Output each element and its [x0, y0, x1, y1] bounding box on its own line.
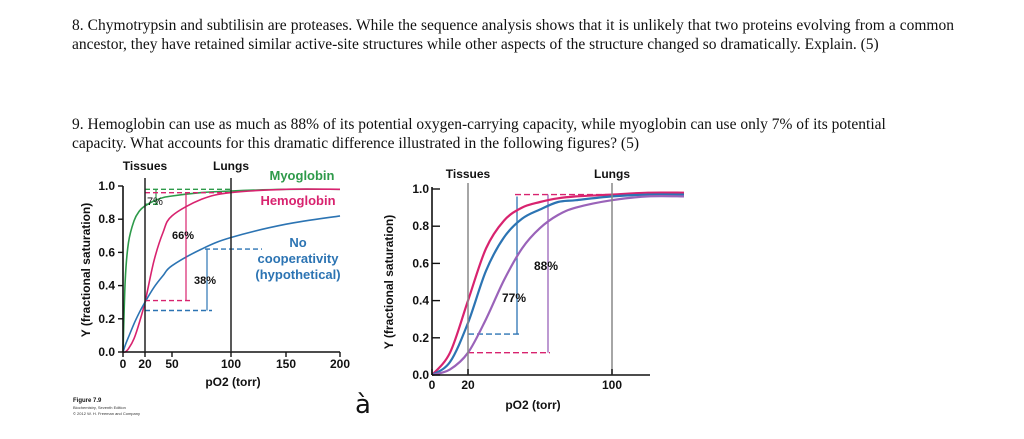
nocoop-label-3: (hypothetical) — [255, 267, 340, 282]
a-grave-glyph: à — [355, 390, 371, 420]
left-y-tick-label: 0.0 — [98, 345, 115, 359]
left-y-label: Y (fractional saturation) — [79, 203, 93, 337]
left-x-tick-label: 50 — [165, 357, 179, 371]
left-y-tick-label: 0.2 — [98, 312, 115, 326]
question-8: 8. Chymotrypsin and subtilisin are prote… — [72, 17, 954, 53]
right-y-tick-label: 0.6 — [412, 256, 429, 270]
right-curve-purple — [431, 195, 685, 377]
left-y-tick-label: 0.8 — [98, 212, 115, 226]
left-x-tick-label: 20 — [138, 357, 152, 371]
left-y-tick-label: 0.6 — [98, 245, 115, 259]
right-lungs-label: Lungs — [594, 167, 630, 181]
right-x-tick-label: 100 — [602, 378, 622, 392]
question-9: 9. Hemoglobin can use as much as 88% of … — [72, 116, 886, 152]
right-y-tick-label: 0.2 — [412, 331, 429, 345]
left-x-tick-label: 0 — [120, 357, 127, 371]
left-x-tick-label: 100 — [221, 357, 241, 371]
right-guides — [468, 193, 612, 354]
right-y-tick-label: 0.8 — [412, 219, 429, 233]
left-x-tick-label: 200 — [330, 357, 350, 371]
myoglobin-label: Myoglobin — [270, 168, 335, 183]
right-curves — [431, 191, 685, 377]
figure-left: 1.0 0.8 0.6 0.4 0.2 0.0 0 20 50 100 150 200 Tissues… — [73, 159, 350, 416]
pct-88-label: 88% — [534, 259, 558, 273]
figure-right: 1.0 0.8 0.6 0.4 0.2 0.00 20 100 Tissues Lungs 8… — [382, 167, 685, 412]
left-y-tick-label: 1.0 — [98, 179, 115, 193]
left-lungs-label: Lungs — [213, 159, 249, 173]
left-x-tick-label: 150 — [276, 357, 296, 371]
right-x-label: pO2 (torr) — [505, 398, 560, 412]
left-ticks: 1.0 0.8 0.6 0.4 0.2 0.0 0 20 50 100 150 200 — [98, 179, 350, 371]
pct-38-label: 38% — [194, 275, 216, 287]
caption-1: Figure 7.9 — [73, 398, 102, 404]
caption-2: Biochemistry, Seventh Edition — [73, 405, 126, 410]
right-ticks: 1.0 0.8 0.6 0.4 0.2 0.00 20 100 — [412, 182, 622, 392]
right-y-tick-label: 0.4 — [412, 294, 429, 308]
right-y-tick-label: 0.0 — [412, 368, 429, 382]
right-tissues-label: Tissues — [446, 167, 491, 181]
right-curve-pink — [431, 191, 685, 376]
left-guides — [145, 188, 262, 312]
hemoglobin-label: Hemoglobin — [260, 193, 335, 208]
caption-3: © 2012 W. H. Freeman and Company — [73, 411, 140, 416]
right-x-tick-label: 0 — [429, 378, 436, 392]
left-tissues-label: Tissues — [123, 159, 168, 173]
pct-77-label: 77% — [502, 291, 526, 305]
left-y-tick-label: 0.4 — [98, 279, 115, 293]
nocoop-label-1: No — [289, 235, 306, 250]
right-y-label: Y (fractional saturation) — [382, 215, 396, 349]
right-curve-blue — [431, 193, 685, 376]
left-x-label: pO2 (torr) — [205, 375, 260, 389]
pct-7-label: 7% — [147, 196, 163, 208]
right-x-tick-label: 20 — [461, 378, 475, 392]
right-y-tick-label: 1.0 — [412, 182, 429, 196]
pct-66-label: 66% — [172, 230, 194, 242]
nocoop-label-2: cooperativity — [258, 251, 340, 266]
